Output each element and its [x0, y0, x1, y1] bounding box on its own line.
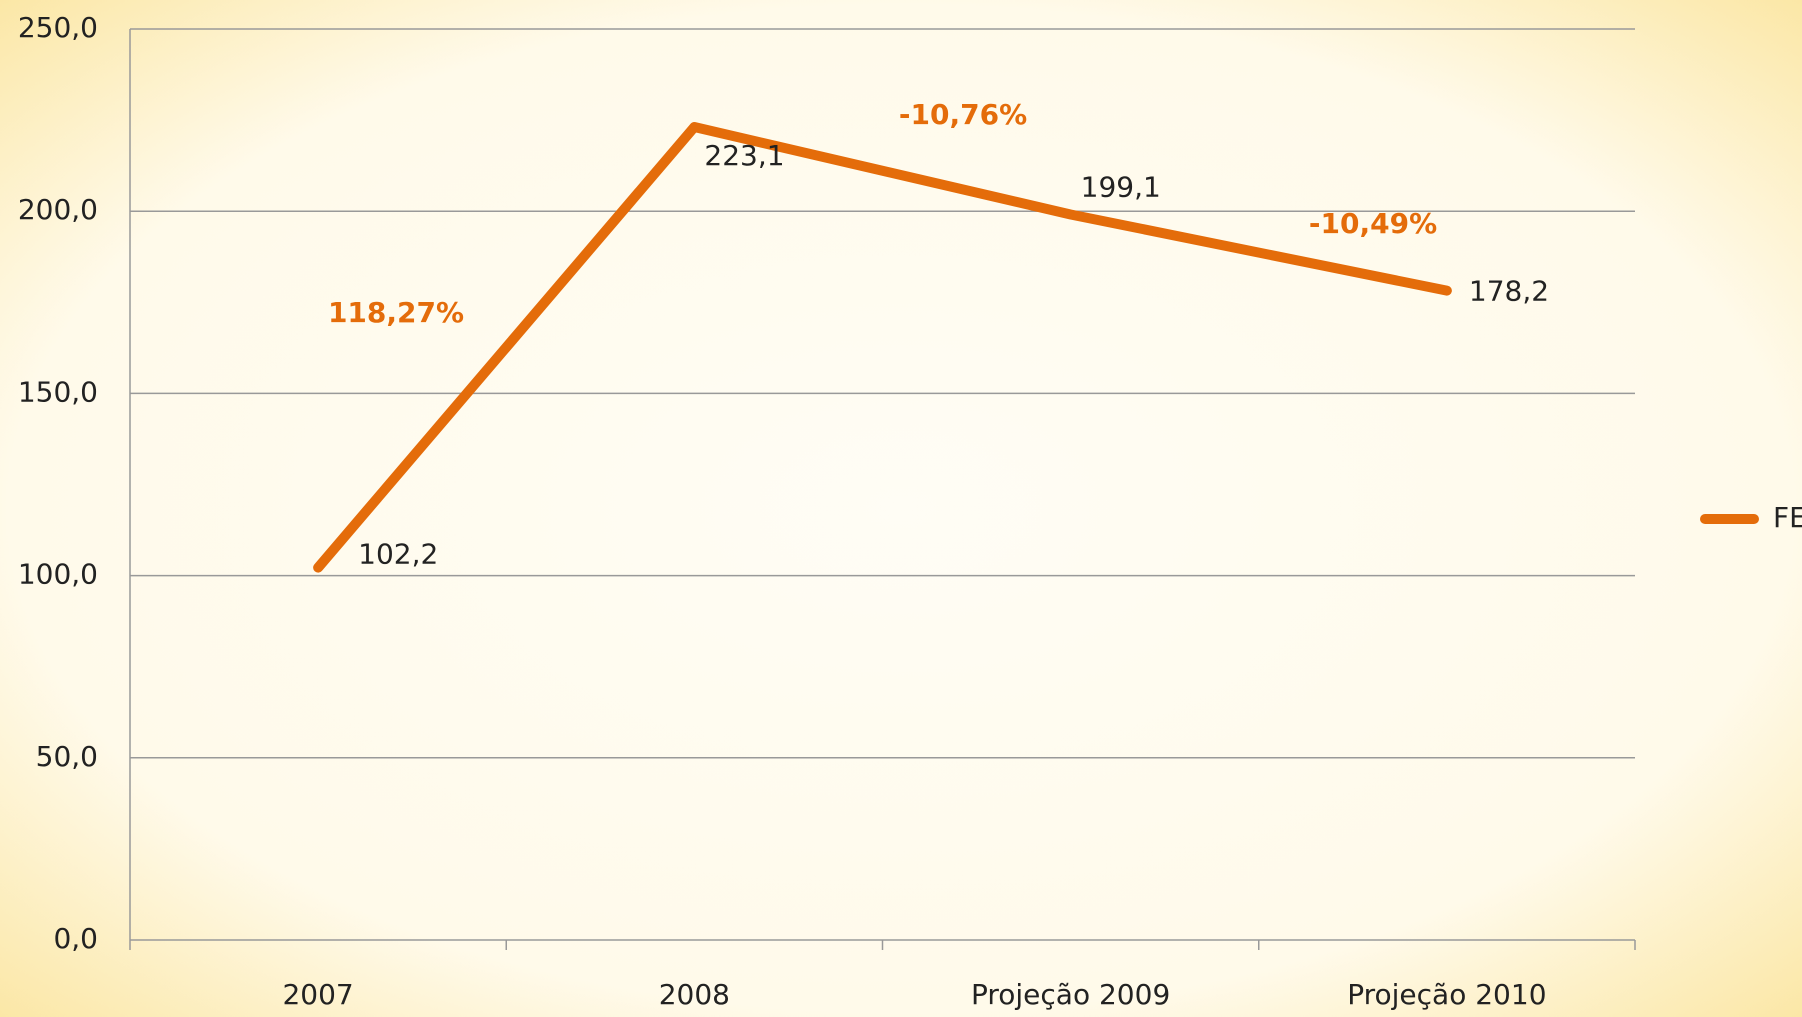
x-tick-label: Projeção 2009 — [971, 978, 1170, 1011]
x-tick-label: 2007 — [282, 978, 353, 1011]
y-tick-label: 50,0 — [36, 740, 98, 773]
y-tick-label: 250,0 — [18, 11, 98, 44]
annotation: -10,76% — [899, 98, 1027, 131]
annotation: -10,49% — [1309, 207, 1437, 240]
x-tick-label: 2008 — [659, 978, 730, 1011]
y-tick-label: 200,0 — [18, 193, 98, 226]
y-tick-label: 0,0 — [53, 922, 98, 955]
x-tick-label: Projeção 2010 — [1347, 978, 1546, 1011]
data-label: 199,1 — [1081, 170, 1161, 203]
data-label: 178,2 — [1469, 275, 1549, 308]
legend-label: FEX — [1773, 501, 1802, 534]
data-label: 102,2 — [358, 538, 438, 571]
annotation: 118,27% — [328, 296, 464, 329]
data-label: 223,1 — [704, 139, 784, 172]
line — [313, 122, 1452, 573]
y-tick-label: 150,0 — [18, 375, 98, 408]
y-tick-label: 100,0 — [18, 558, 98, 591]
